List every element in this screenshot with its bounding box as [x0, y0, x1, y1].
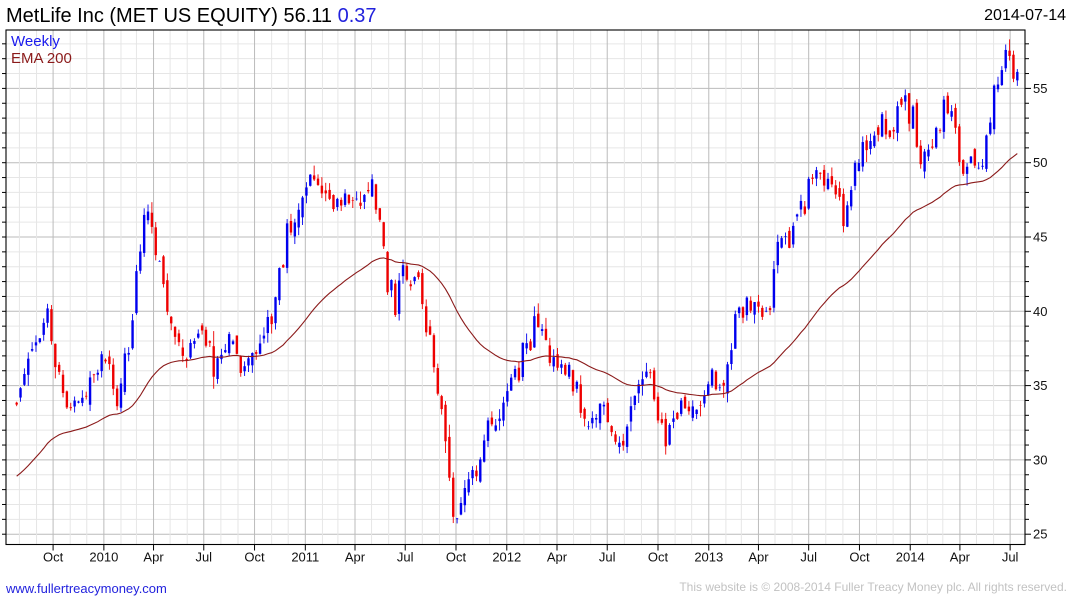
svg-text:Oct: Oct [648, 550, 669, 565]
svg-text:Apr: Apr [345, 550, 366, 565]
svg-text:2012: 2012 [492, 550, 521, 565]
svg-text:Weekly: Weekly [11, 33, 60, 50]
svg-text:45: 45 [1033, 230, 1047, 245]
svg-text:Oct: Oct [244, 550, 265, 565]
svg-text:Jul: Jul [599, 550, 616, 565]
svg-text:Jul: Jul [397, 550, 414, 565]
svg-text:40: 40 [1033, 304, 1047, 319]
svg-text:2010: 2010 [89, 550, 118, 565]
svg-text:25: 25 [1033, 527, 1047, 542]
svg-text:2014: 2014 [896, 550, 925, 565]
svg-text:Apr: Apr [143, 550, 164, 565]
svg-text:Oct: Oct [43, 550, 64, 565]
svg-text:Oct: Oct [849, 550, 870, 565]
svg-text:Apr: Apr [547, 550, 568, 565]
svg-text:2011: 2011 [291, 550, 319, 565]
svg-text:Jul: Jul [1002, 550, 1019, 565]
svg-text:35: 35 [1033, 378, 1047, 393]
svg-text:2013: 2013 [694, 550, 723, 565]
svg-text:30: 30 [1033, 452, 1047, 467]
svg-text:Oct: Oct [446, 550, 467, 565]
svg-text:EMA 200: EMA 200 [11, 50, 72, 67]
svg-text:Jul: Jul [195, 550, 212, 565]
svg-text:Apr: Apr [950, 550, 971, 565]
svg-text:50: 50 [1033, 155, 1047, 170]
svg-text:55: 55 [1033, 81, 1047, 96]
svg-text:Jul: Jul [800, 550, 817, 565]
svg-text:Apr: Apr [748, 550, 769, 565]
